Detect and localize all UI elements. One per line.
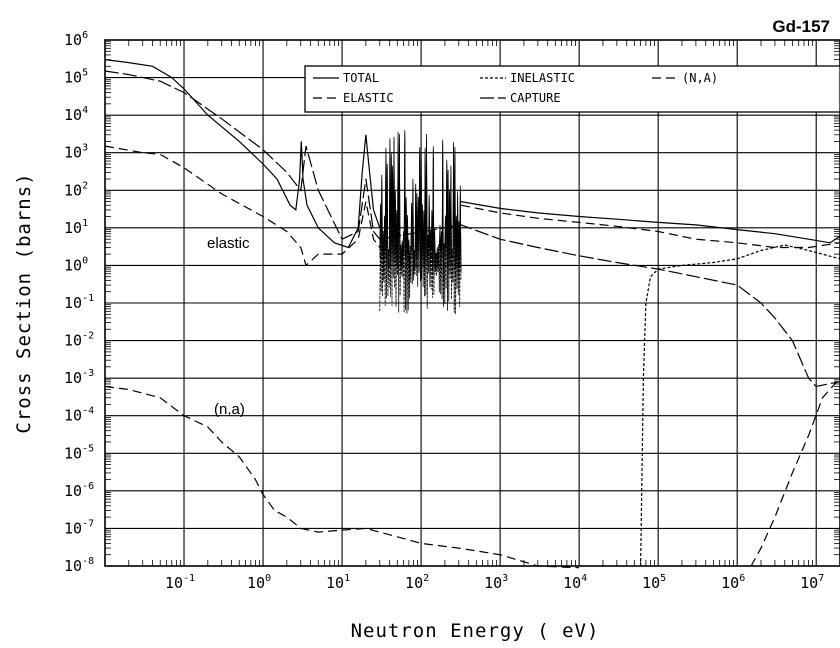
x-axis-title: Neutron Energy ( eV) (351, 620, 600, 642)
series-total-line-high-energy (460, 201, 840, 244)
chart-title: Gd-157 (772, 17, 830, 36)
series-layer (104, 59, 840, 569)
legend-box (304, 65, 840, 113)
x-tick-label-8: 107 (800, 573, 824, 592)
y-tick-label-4: 102 (64, 180, 88, 199)
x-tick-label-1: 100 (247, 573, 271, 592)
legend-items: TOTAL INELASTIC (N,A) ELASTIC CAPTURE (313, 71, 718, 105)
y-tick-label-5: 101 (64, 218, 88, 237)
series-total-line (104, 59, 381, 249)
annotation-elastic: elastic (207, 235, 250, 252)
y-tick-label-13: 10-7 (64, 518, 94, 537)
annotation-n-a: (n,a) (214, 401, 245, 418)
grid (105, 39, 840, 567)
x-tick-labels: 10-1 100 101 102 103 104 105 106 107 (165, 573, 824, 592)
y-tick-label-8: 10-2 (64, 331, 94, 350)
legend-label-4: CAPTURE (510, 91, 561, 105)
x-tick-label-5: 104 (563, 573, 587, 592)
series-elastic-line-high-energy (460, 204, 840, 249)
series-elastic-resonances (379, 141, 462, 281)
y-tick-label-3: 103 (64, 143, 88, 162)
series-capture-resonances (379, 133, 462, 315)
series-total-resonances (379, 130, 462, 273)
x-tick-label-3: 102 (405, 573, 429, 592)
y-tick-label-12: 10-6 (64, 481, 94, 500)
y-tick-labels: 106 105 104 103 102 101 100 10-1 10-2 10-3 10-4 10-… (64, 30, 94, 575)
x-tick-label-4: 103 (484, 573, 508, 592)
y-tick-label-6: 100 (64, 255, 88, 274)
minor-ticks (105, 40, 840, 566)
x-tick-label-7: 106 (721, 573, 745, 592)
series-capture-line (104, 70, 840, 388)
series-inelastic-line (640, 244, 840, 567)
y-tick-label-10: 10-4 (64, 406, 94, 425)
y-tick-label-1: 105 (64, 68, 88, 87)
y-tick-label-0: 106 (64, 30, 88, 49)
series-elastic-line (104, 145, 381, 267)
legend-label-2: (N,A) (682, 71, 718, 85)
legend-label-0: TOTAL (343, 71, 379, 85)
y-tick-label-11: 10-5 (64, 443, 94, 462)
y-tick-label-7: 10-1 (64, 293, 94, 312)
legend-label-1: INELASTIC (510, 71, 575, 85)
legend: TOTAL INELASTIC (N,A) ELASTIC CAPTURE (304, 65, 840, 113)
y-tick-label-14: 10-8 (64, 556, 94, 575)
x-tick-label-2: 101 (326, 573, 350, 592)
x-tick-label-6: 105 (642, 573, 666, 592)
y-axis-title: Cross Section (barns) (13, 172, 35, 433)
series-n-a-line (104, 385, 580, 569)
y-tick-label-2: 104 (64, 105, 88, 124)
series-n-a-line-high-energy (750, 377, 840, 567)
x-tick-label-0: 10-1 (165, 573, 195, 592)
legend-label-3: ELASTIC (343, 91, 394, 105)
y-tick-label-9: 10-3 (64, 368, 94, 387)
